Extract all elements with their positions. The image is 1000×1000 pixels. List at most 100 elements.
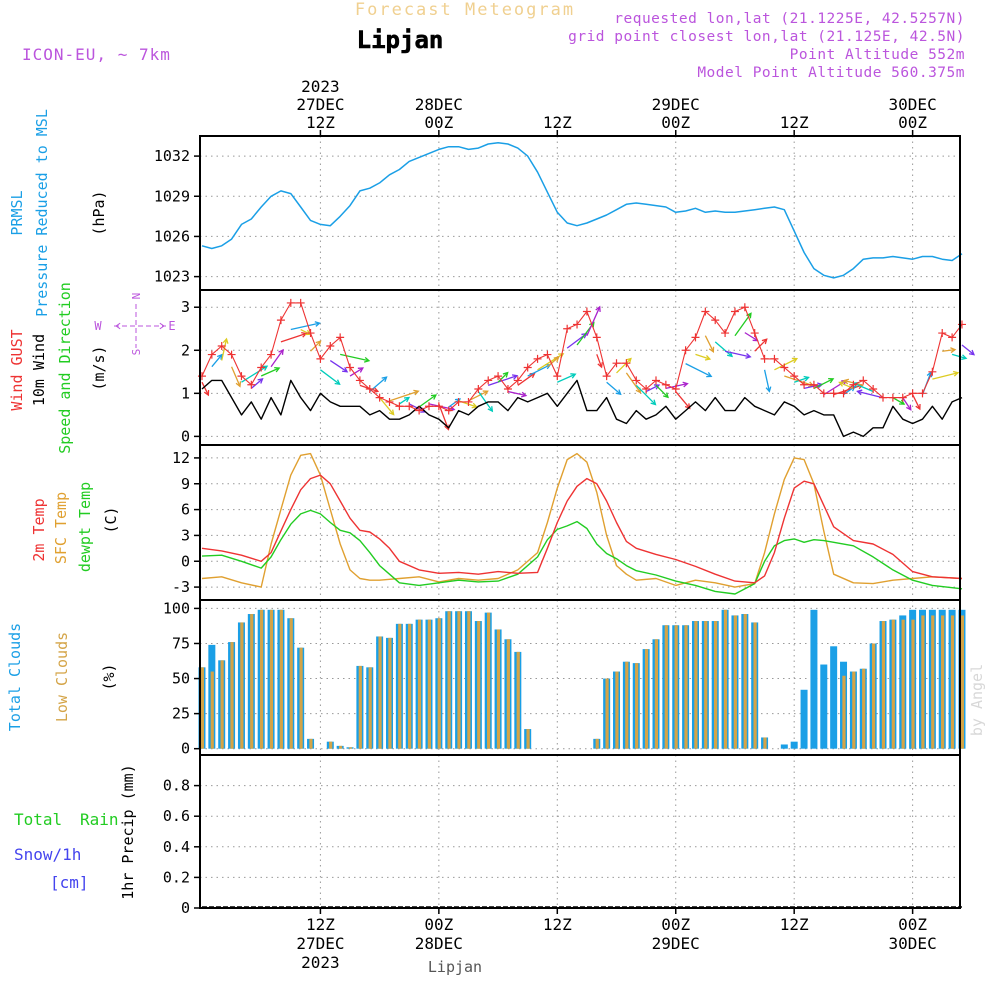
unit-label: (hPa) [90,190,108,235]
wind-vector-head [487,406,494,413]
gust-marker [790,372,799,381]
wind-vector [655,384,669,399]
gust-marker [415,406,424,415]
wind-vector [517,372,536,386]
wind-vector-head [968,349,976,356]
wind-vector-head [315,340,322,347]
wind-vector-head [222,337,229,344]
wind-vector-shaft [211,354,223,368]
low-cloud-bar [210,671,214,749]
wind-vector-head [334,379,341,386]
wind-vector-head [761,338,768,345]
super-title: Forecast Meteogram [355,0,575,20]
y-tick-label: 9 [181,475,190,493]
gust-marker [227,350,236,359]
low-cloud-bar [309,738,313,749]
gust-marker [503,385,512,394]
wind-vector-shaft [230,366,241,387]
wind-vector-head [314,321,321,327]
wind-vector-shaft [704,335,714,353]
y-tick-label: 0 [181,427,190,445]
y-tick-label: 75 [172,634,190,652]
total-cloud-bar [810,609,818,749]
time-label-bottom: 12Z [306,915,335,934]
low-cloud-bar [723,609,728,749]
gust-marker [612,359,621,368]
wind-vector-shaft [675,391,691,409]
wind-vector-shaft [942,348,956,352]
low-cloud-bar [960,615,964,749]
gust-marker [681,346,690,355]
wind-vector-head [372,387,380,393]
compass-arrows [114,304,166,348]
wind-vector-shaft [763,369,771,392]
wind-vector-shaft [932,372,959,380]
wind-vector [349,367,364,377]
low-cloud-bar [437,618,441,749]
gust-marker [948,333,957,342]
gust-marker [573,320,582,329]
wind-vector-head [704,355,712,361]
wind-vector-head [708,346,715,353]
gust-marker [691,333,700,342]
total-cloud-bar [820,664,828,749]
y-tick-label: 100 [163,599,190,617]
low-cloud-bar [901,619,905,749]
snow-label: Snow/1h [14,845,81,864]
low-cloud-bar [487,612,491,749]
wind-vector-head [363,356,371,363]
gust-marker [819,389,828,398]
gust-marker [839,389,848,398]
y-tick-label: 0 [181,552,190,570]
time-label-bottom: 29DEC [652,934,700,953]
low-cloud-bar [664,625,668,749]
wind-vector-shaft [961,344,975,356]
gust-marker [582,307,591,316]
gust-marker [237,372,246,381]
wind-vector [340,353,371,363]
gust-marker [207,350,216,359]
wind-vector [714,341,734,358]
snow-unit-label: [cm] [50,873,89,892]
wind-vector-head [745,353,752,359]
wind-vector-head [625,357,632,364]
wind-vector [902,397,912,411]
y-tick-label: 3 [181,298,190,316]
low-cloud-bar [427,619,431,749]
wind-vector-shaft [596,354,603,368]
wind-vector-shaft [497,372,509,383]
wind-vector-head [581,332,588,339]
dewpt-line [201,509,963,595]
wind-direction-label: Speed and Direction [56,282,74,454]
wind-vector-head [803,375,810,382]
gust-marker [405,402,414,411]
gust-marker [652,376,660,385]
wind-vector-shaft [468,390,488,402]
low-cloud-bar [753,622,757,749]
wind-vector [724,350,752,359]
wind-vector-head [553,356,560,363]
total-cloud-bar [830,646,838,749]
wind-vector-shaft [714,341,733,357]
wind-vector-head [828,377,835,384]
gust-marker [928,367,937,376]
low-cloud-bar [941,615,945,749]
wind-vector-shaft [606,381,622,395]
wind-vector-head [301,331,308,338]
wind-vector-shaft [527,364,551,377]
wind-vector-head [430,394,438,400]
low-cloud-bar [398,623,402,749]
low-cloud-bar [625,661,629,749]
wind-vector-shaft [201,381,209,396]
y-tick-label: 2 [181,341,190,359]
wind-vector [774,357,799,371]
wind-vector-head [791,357,799,364]
wind-vector-shaft [823,380,847,396]
y-tick-label: 0.6 [163,807,190,825]
wind-vector-head [595,305,601,312]
gust-marker [326,341,335,350]
pressure-line [201,141,963,279]
low-cloud-bar [269,609,274,749]
wind-vector [221,337,229,361]
